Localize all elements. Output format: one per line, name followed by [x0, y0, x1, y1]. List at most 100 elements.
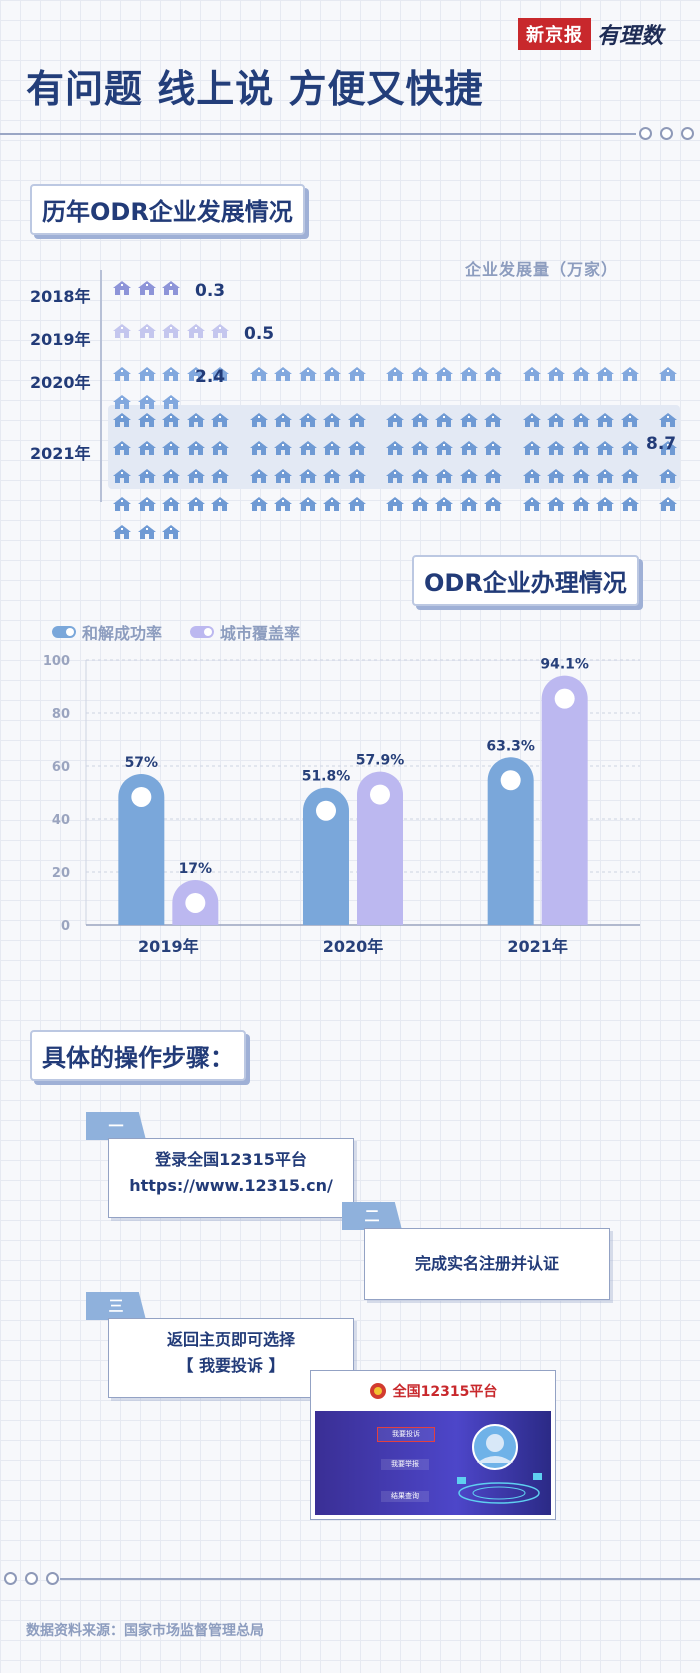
legend-success-rate: 和解成功率	[52, 620, 162, 644]
data-source: 数据资料来源：国家市场监督管理总局	[26, 1623, 264, 1639]
step-1-text: 登录全国12315平台	[155, 1150, 307, 1169]
house-icon	[546, 496, 566, 512]
house-icon	[658, 468, 678, 484]
bar-value-label: 57.9%	[356, 753, 405, 769]
house-icon	[385, 496, 405, 512]
house-icon	[620, 412, 640, 428]
unit-label: 企业发展量（万家）	[464, 260, 618, 279]
house-icon	[522, 468, 542, 484]
footer-divider	[60, 1578, 700, 1580]
house-icon	[112, 412, 132, 428]
query-button[interactable]: 结果查询	[381, 1491, 429, 1502]
house-icon	[249, 366, 269, 382]
house-icon	[161, 323, 181, 339]
house-icon	[434, 440, 454, 456]
house-icon	[322, 412, 342, 428]
step-1-url[interactable]: https://www.12315.cn/	[129, 1176, 333, 1195]
house-icon	[620, 440, 640, 456]
youlishu-logo: 有理数	[597, 23, 664, 49]
house-icon	[483, 468, 503, 484]
house-icon	[137, 468, 157, 484]
house-icon	[546, 440, 566, 456]
bar-cap-dot	[131, 786, 152, 807]
house-icon	[137, 496, 157, 512]
step-3-box: 返回主页即可选择 【 我要投诉 】	[108, 1318, 354, 1398]
step-3-tab: 三	[86, 1292, 146, 1320]
house-icon	[322, 496, 342, 512]
step-1-tab: 一	[86, 1112, 146, 1140]
house-icon	[210, 496, 230, 512]
step-2-text: 完成实名注册并认证	[414, 1254, 559, 1273]
divider-dots	[639, 127, 694, 140]
bar-value-label: 51.8%	[302, 769, 351, 785]
house-icon	[298, 440, 318, 456]
complaint-button[interactable]: 我要投诉	[377, 1427, 435, 1442]
step-1-box: 登录全国12315平台 https://www.12315.cn/	[108, 1138, 354, 1218]
bar-cap-dot	[370, 784, 390, 805]
page-title: 有问题 线上说 方便又快捷	[26, 67, 484, 111]
house-icon	[658, 412, 678, 428]
house-icon	[595, 496, 615, 512]
house-icon	[595, 468, 615, 484]
house-icon	[620, 366, 640, 382]
bar	[541, 675, 588, 925]
house-icon	[186, 323, 206, 339]
section-title-odr-development: 历年ODR企业发展情况	[30, 184, 305, 235]
y-tick-label: 80	[52, 707, 70, 722]
house-icon	[571, 468, 591, 484]
report-button[interactable]: 我要举报	[381, 1459, 429, 1470]
house-icon	[112, 366, 132, 382]
house-icon	[459, 468, 479, 484]
house-icon	[410, 412, 430, 428]
house-icon	[522, 412, 542, 428]
house-icon	[522, 440, 542, 456]
house-icon	[210, 323, 230, 339]
house-icon	[322, 366, 342, 382]
bar-value-label: 17%	[179, 861, 213, 877]
footer-dots	[4, 1572, 59, 1585]
house-icon	[595, 440, 615, 456]
platform-name: 全国12315平台	[392, 1384, 498, 1400]
house-icon	[112, 524, 132, 540]
house-icon	[112, 323, 132, 339]
house-icon	[273, 366, 293, 382]
house-icon	[658, 440, 678, 456]
house-icon	[546, 412, 566, 428]
platform-screenshot: 全国12315平台 我要投诉 我要举报 结果查询	[310, 1370, 556, 1520]
house-icon	[347, 468, 367, 484]
row-year-label: 2021年	[30, 444, 91, 463]
house-icon	[658, 366, 678, 382]
bar-cap-dot	[554, 688, 575, 709]
house-icon	[210, 468, 230, 484]
row-value-label: 0.3	[195, 281, 226, 301]
house-icon	[410, 366, 430, 382]
house-icon	[298, 468, 318, 484]
house-icon	[522, 496, 542, 512]
house-icon	[137, 412, 157, 428]
house-icon	[273, 440, 293, 456]
house-icon	[571, 440, 591, 456]
house-icon	[546, 366, 566, 382]
house-icon	[186, 412, 206, 428]
house-icon	[595, 412, 615, 428]
house-icon	[459, 366, 479, 382]
house-icon	[210, 366, 230, 382]
house-icon	[347, 496, 367, 512]
house-icon	[249, 440, 269, 456]
house-icon	[434, 468, 454, 484]
house-icon	[137, 280, 157, 296]
national-emblem-icon	[369, 1383, 386, 1399]
chart-legend: 和解成功率 城市覆盖率	[52, 620, 300, 644]
house-icon	[273, 412, 293, 428]
house-icon	[112, 280, 132, 296]
legend-coverage-label: 城市覆盖率	[220, 624, 301, 643]
section-title-steps: 具体的操作步骤：	[30, 1030, 246, 1081]
house-icon	[385, 412, 405, 428]
house-icon	[161, 280, 181, 296]
legend-coverage-rate: 城市覆盖率	[190, 620, 300, 644]
bar-value-label: 57%	[125, 755, 159, 771]
house-icon	[434, 412, 454, 428]
step-2-box: 完成实名注册并认证	[364, 1228, 610, 1300]
row-value-label: 8.7	[646, 434, 677, 454]
house-icon	[546, 468, 566, 484]
